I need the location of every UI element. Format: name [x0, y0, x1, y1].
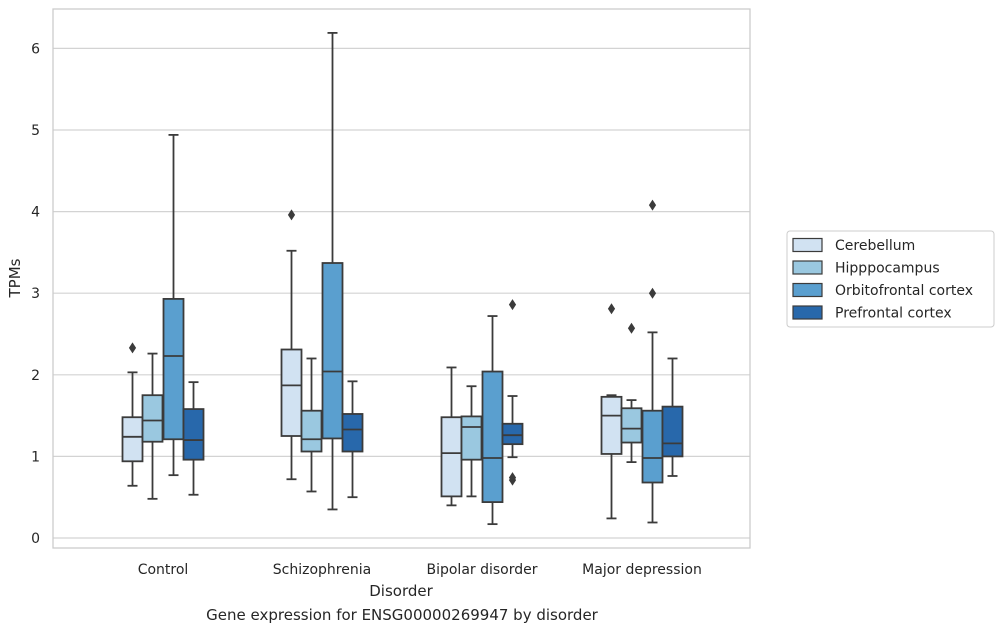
box-body [182, 408, 205, 461]
box-1-2 [460, 385, 483, 498]
box-body [481, 370, 504, 503]
box-2-1 [321, 31, 344, 511]
legend-label: Cerebellum [835, 238, 915, 254]
y-axis-label: TPMs [6, 258, 24, 298]
box-3-0 [182, 381, 205, 496]
box-body [600, 395, 623, 455]
y-tick-label: 1 [31, 449, 40, 465]
box-3-2 [501, 299, 524, 486]
box-2-3 [641, 199, 664, 524]
outlier-point [508, 299, 517, 311]
x-tick-label: Control [138, 562, 189, 578]
box-0-2 [440, 366, 463, 507]
box-body [641, 409, 664, 484]
legend-swatch [792, 282, 823, 298]
box-0-3 [600, 303, 623, 520]
legend-swatch [792, 260, 823, 275]
legend-frame [786, 230, 995, 328]
box-2-2 [481, 315, 504, 526]
outlier-point [648, 287, 657, 299]
y-tick-label: 4 [31, 205, 40, 221]
boxes-layer [121, 31, 684, 526]
box-2-0 [162, 133, 185, 477]
outlier-point [607, 303, 616, 315]
legend-label: Orbitofrontal cortex [835, 283, 973, 299]
y-tick-label: 5 [31, 123, 40, 139]
chart-caption: Gene expression for ENSG00000269947 by d… [206, 606, 598, 624]
legend: Cerebellum Hipppocampus Orbitofrontal cort… [786, 230, 995, 328]
y-tick-labels: 0 1 2 3 4 5 6 [31, 41, 40, 547]
y-tick-label: 3 [31, 286, 40, 302]
box-body [661, 405, 684, 458]
box-0-1 [280, 209, 303, 481]
y-tick-label: 2 [31, 368, 40, 384]
y-tick-label: 0 [31, 531, 40, 547]
box-body [300, 409, 323, 453]
box-body [121, 416, 144, 463]
box-3-1 [341, 380, 364, 499]
legend-swatch [792, 305, 823, 320]
x-tick-label: Schizophrenia [273, 562, 371, 578]
outlier-point [287, 209, 296, 221]
outlier-point [128, 342, 137, 354]
x-tick-label: Bipolar disorder [426, 562, 537, 578]
box-body [460, 415, 483, 461]
y-tick-label: 6 [31, 41, 40, 57]
box-1-1 [300, 357, 323, 493]
box-1-0 [141, 352, 164, 500]
box-3-3 [661, 357, 684, 477]
box-body [620, 407, 643, 444]
box-body [162, 298, 185, 441]
box-body [440, 416, 463, 498]
outlier-point [508, 472, 517, 484]
box-body [341, 413, 364, 453]
legend-swatch [792, 237, 823, 253]
x-tick-labels: Control Schizophrenia Bipolar disorder Majo… [138, 562, 702, 578]
box-body [321, 262, 344, 440]
x-axis-label: Disorder [369, 582, 433, 600]
legend-label: Prefrontal cortex [835, 306, 952, 322]
outlier-point [627, 322, 636, 334]
box-0-0 [121, 342, 144, 487]
box-1-3 [620, 322, 643, 464]
box-body [141, 394, 164, 443]
legend-label: Hipppocampus [835, 261, 940, 277]
box-body [280, 348, 303, 437]
box-body [501, 422, 524, 446]
outlier-point [648, 199, 657, 211]
plot-frame [52, 8, 751, 549]
x-tick-label: Major depression [582, 562, 702, 578]
